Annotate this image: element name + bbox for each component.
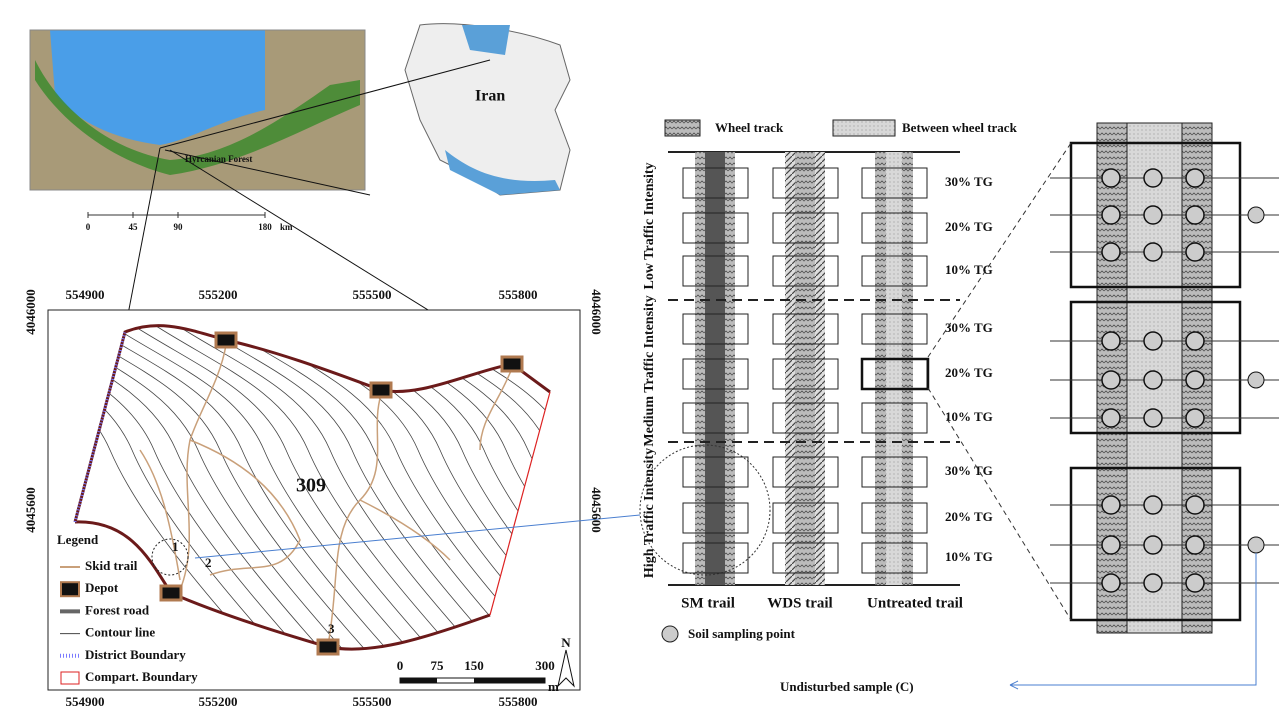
legend-label: Forest road <box>85 602 150 617</box>
trail-label: SM trail <box>681 595 735 611</box>
depot <box>371 383 391 397</box>
sampling-point <box>1186 574 1204 592</box>
sample-note: Undisturbed sample (C) <box>780 679 914 694</box>
row-label: 10% TG <box>945 409 993 424</box>
legend-label: Depot <box>85 580 119 595</box>
y-coord: 4045600 <box>589 487 604 533</box>
point-legend: Soil sampling point <box>688 626 796 641</box>
sampling-point <box>1186 169 1204 187</box>
sampling-point <box>1102 206 1120 224</box>
sampling-point <box>1186 496 1204 514</box>
legend-label: Contour line <box>85 625 155 640</box>
legend-label: District Boundary <box>85 647 186 662</box>
x-coord: 555500 <box>353 287 392 302</box>
compartment-label: 309 <box>296 475 326 497</box>
x-coord: 555800 <box>499 694 538 709</box>
group-label: High Traffic Intensity <box>642 448 657 578</box>
sampling-point <box>1102 332 1120 350</box>
legend-label: Between wheel track <box>902 120 1018 135</box>
row-label: 10% TG <box>945 549 993 564</box>
x-coord: 555200 <box>199 694 238 709</box>
sampling-point <box>1144 206 1162 224</box>
legend-label: Wheel track <box>715 120 784 135</box>
x-coord: 554900 <box>66 694 105 709</box>
depot <box>318 640 338 654</box>
sampling-point <box>1144 409 1162 427</box>
sampling-point <box>1102 371 1120 389</box>
sampling-point <box>1102 536 1120 554</box>
depot <box>161 586 181 600</box>
scale-label: 90 <box>174 222 184 232</box>
x-coord: 555500 <box>353 694 392 709</box>
sampling-point <box>1186 371 1204 389</box>
scale-bar <box>400 678 437 683</box>
scale-label: 300 <box>535 658 555 673</box>
point-label: 1 <box>172 539 179 554</box>
y-coord: 4046000 <box>589 289 604 335</box>
depot <box>216 333 236 347</box>
scale-label: 0 <box>397 658 404 673</box>
sampling-point <box>1186 409 1204 427</box>
sampling-point <box>1144 536 1162 554</box>
sampling-point <box>1144 371 1162 389</box>
legend-label: Compart. Boundary <box>85 669 198 684</box>
row-label: 30% TG <box>945 320 993 335</box>
point-label: 3 <box>328 621 335 636</box>
depot <box>502 357 522 371</box>
y-coord: 4045600 <box>23 487 38 533</box>
scale-label: 0 <box>86 222 91 232</box>
scale-bar <box>474 678 545 683</box>
row-label: 30% TG <box>945 463 993 478</box>
scale-label: 45 <box>129 222 139 232</box>
sample-point <box>1248 537 1264 553</box>
north-label: N <box>561 635 571 650</box>
y-coord: 4046000 <box>23 289 38 335</box>
sampling-point <box>1102 496 1120 514</box>
group-label: Medium Traffic Intensity <box>642 295 657 446</box>
row-label: 20% TG <box>945 219 993 234</box>
sampling-point <box>1186 206 1204 224</box>
sampling-point <box>1186 243 1204 261</box>
group-label: Low Traffic Intensity <box>642 162 657 289</box>
trail-label: Untreated trail <box>867 595 963 611</box>
row-label: 20% TG <box>945 509 993 524</box>
figure: Iran Hyrcanian Forest 0 45 90 180 km 309 554… <box>0 0 1279 716</box>
scale-label: 150 <box>464 658 484 673</box>
sampling-point <box>1102 243 1120 261</box>
country-label: Iran <box>475 88 505 105</box>
scale-unit: m <box>548 679 559 694</box>
sampling-point <box>1102 574 1120 592</box>
scale-label: 75 <box>431 658 445 673</box>
sampling-point <box>1144 496 1162 514</box>
scale-label: 180 <box>258 222 272 232</box>
legend-title: Legend <box>57 532 99 547</box>
x-coord: 554900 <box>66 287 105 302</box>
point-label: 2 <box>205 555 212 570</box>
x-coord: 555800 <box>499 287 538 302</box>
row-label: 30% TG <box>945 174 993 189</box>
sampling-point <box>1144 169 1162 187</box>
sampling-point <box>1144 243 1162 261</box>
row-label: 10% TG <box>945 262 993 277</box>
sampling-point <box>1186 536 1204 554</box>
row-label: 20% TG <box>945 365 993 380</box>
forest-label: Hyrcanian Forest <box>185 154 252 164</box>
sampling-point <box>1144 332 1162 350</box>
sampling-point <box>1102 169 1120 187</box>
sample-point <box>1248 372 1264 388</box>
sampling-point <box>1102 409 1120 427</box>
sampling-point <box>1144 574 1162 592</box>
sampling-point <box>1186 332 1204 350</box>
legend-label: Skid trail <box>85 558 138 573</box>
legend-symbol <box>61 582 79 596</box>
scale-unit: km <box>280 222 293 232</box>
trail-label: WDS trail <box>767 595 832 611</box>
sample-point <box>1248 207 1264 223</box>
x-coord: 555200 <box>199 287 238 302</box>
